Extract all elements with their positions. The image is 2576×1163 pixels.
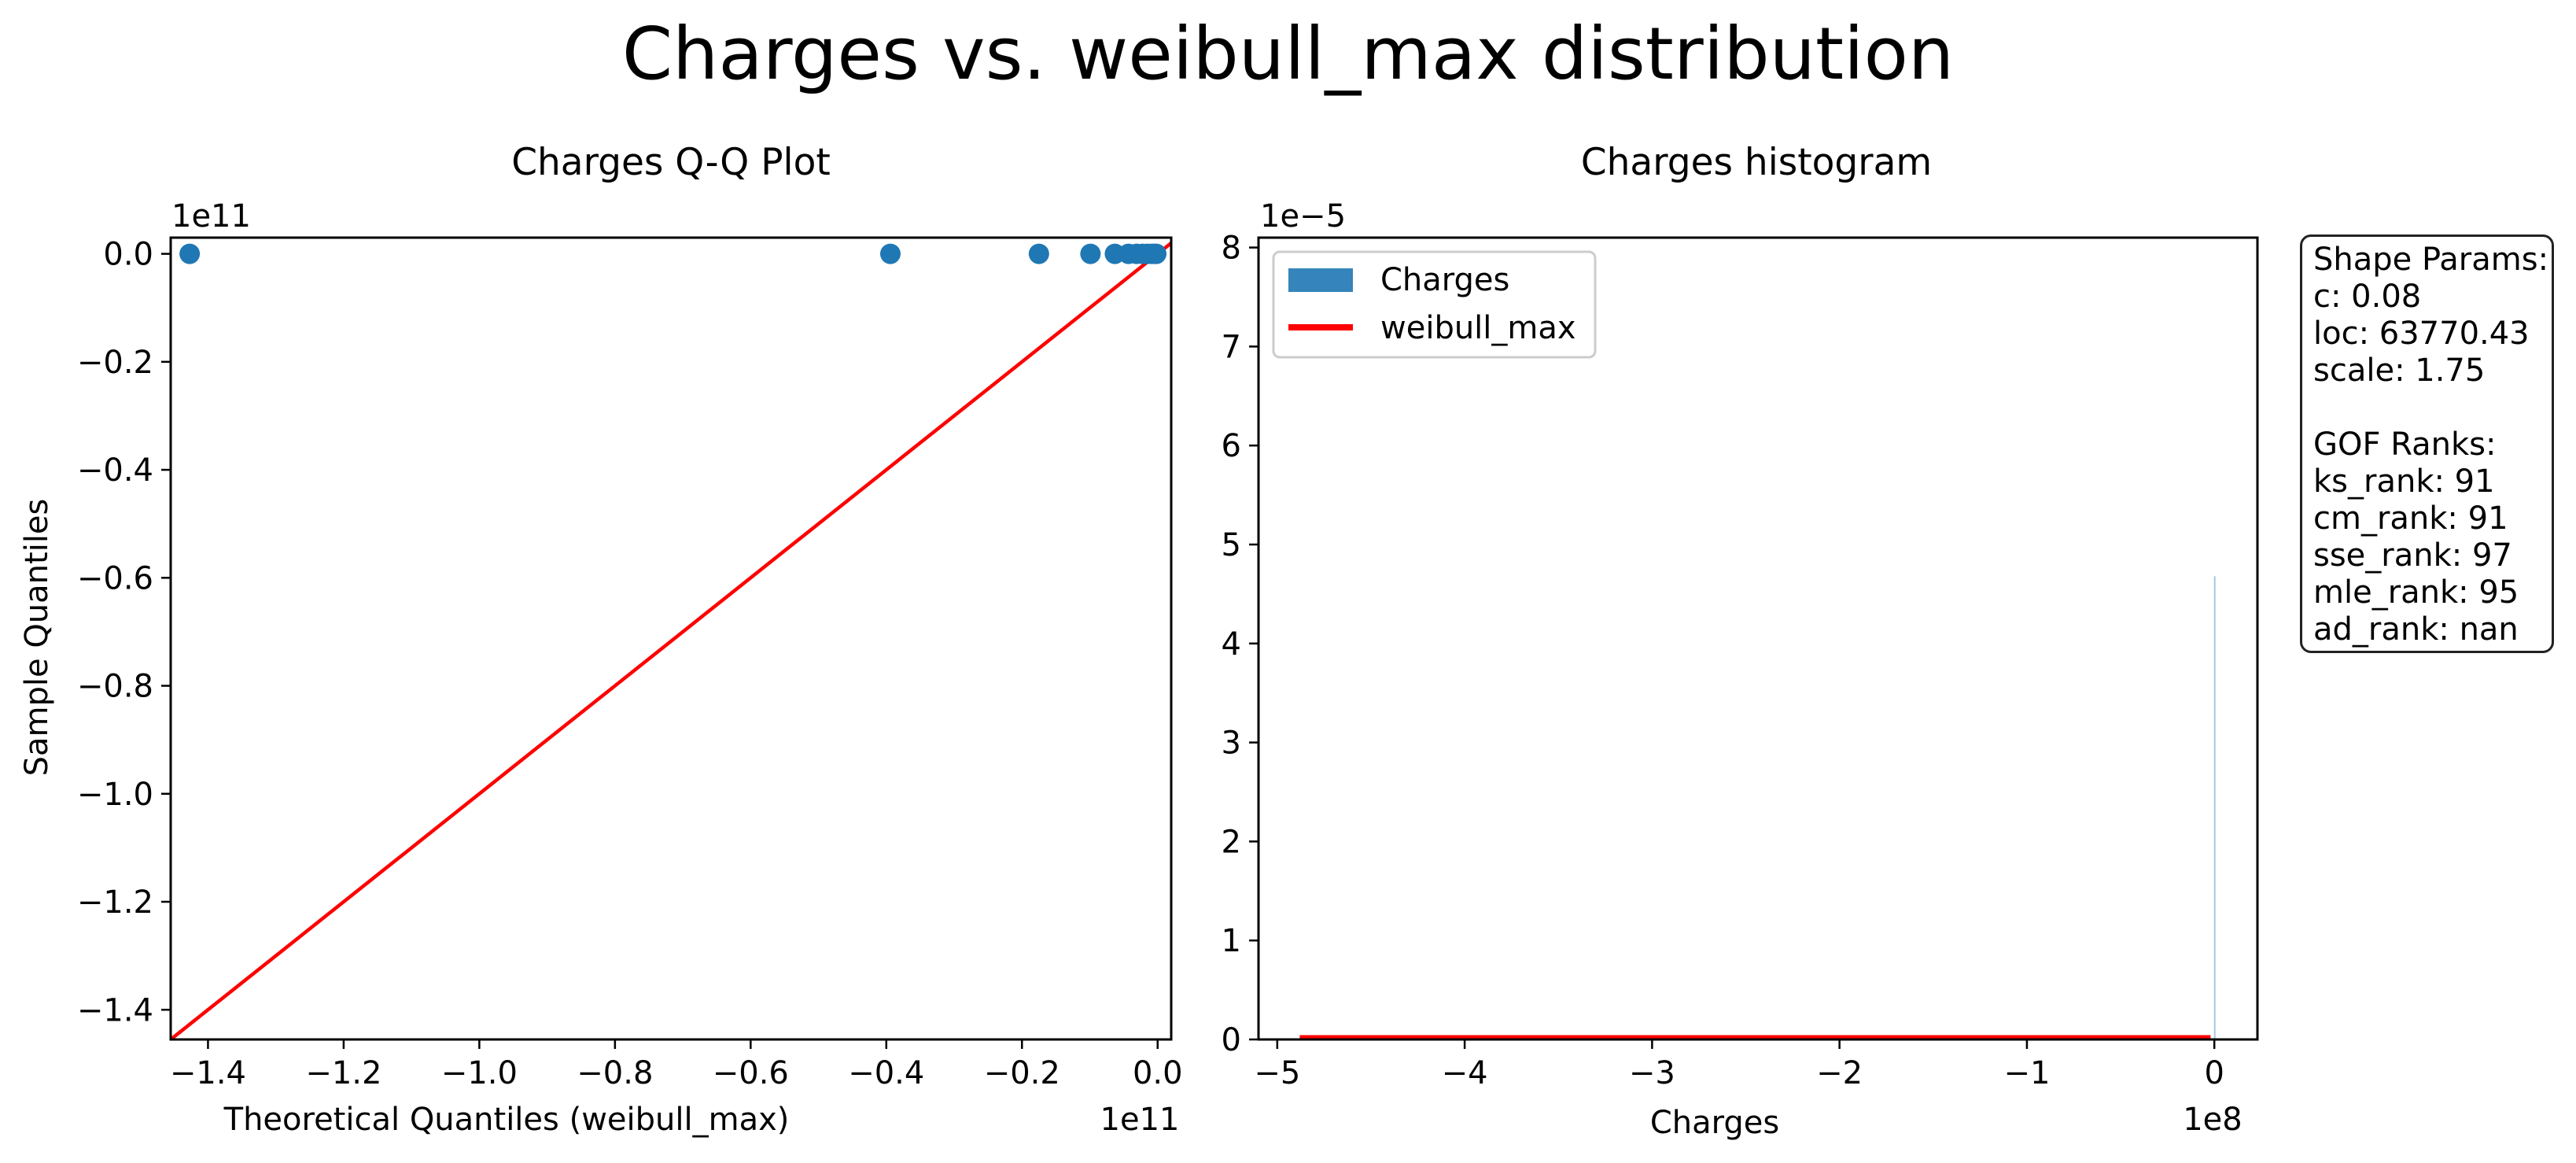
- qq-x-tick-label: −0.6: [713, 1055, 789, 1091]
- param-loc: loc: 63770.43: [2313, 316, 2530, 352]
- qq-point: [879, 243, 901, 264]
- histogram-x-tick-label: −1: [2003, 1055, 2050, 1091]
- legend-label-weibull-max: weibull_max: [1380, 310, 1576, 346]
- rank-sse: sse_rank: 97: [2313, 537, 2512, 574]
- qq-y-tick-label: −1.2: [77, 884, 153, 921]
- histogram-y-tick-label: 0: [1222, 1022, 1241, 1058]
- legend-label-charges: Charges: [1380, 262, 1509, 298]
- qq-y-tick-label: −0.8: [77, 669, 153, 705]
- qq-x-tick-label: −1.2: [305, 1055, 381, 1091]
- histogram-x-tick-label: 0: [2204, 1055, 2224, 1091]
- histogram-y-tick-label: 4: [1222, 626, 1241, 663]
- qq-y-tick-label: −1.0: [77, 777, 153, 813]
- qq-y-tick-label: 0.0: [103, 237, 153, 273]
- histogram-y-tick-label: 6: [1222, 428, 1241, 464]
- qq-x-axis-label: Theoretical Quantiles (weibull_max): [223, 1102, 790, 1138]
- rank-cm: cm_rank: 91: [2313, 500, 2508, 537]
- histogram-x-offset-label: 1e8: [2183, 1102, 2242, 1138]
- qq-x-tick-label: −1.0: [441, 1055, 518, 1091]
- qq-y-tick-label: −0.2: [77, 345, 153, 381]
- qq-y-tick-label: −1.4: [77, 992, 153, 1028]
- histogram-title: Charges histogram: [1581, 141, 1932, 184]
- legend-swatch-charges: [1288, 268, 1353, 292]
- histogram-x-tick-label: −5: [1254, 1055, 1300, 1091]
- qq-y-tick-label: −0.4: [77, 452, 153, 489]
- figure-title: Charges vs. weibull_max distribution: [621, 12, 1955, 96]
- qq-point: [179, 243, 201, 264]
- qq-axes-frame: [169, 236, 1173, 1041]
- rank-ks: ks_rank: 91: [2313, 463, 2495, 500]
- rank-ad: ad_rank: nan: [2313, 611, 2519, 648]
- param-c: c: 0.08: [2313, 279, 2422, 315]
- histogram-y-tick-label: 7: [1222, 329, 1241, 365]
- histogram-y-tick-label: 2: [1222, 824, 1241, 860]
- qq-x-tick-label: −1.4: [170, 1055, 246, 1091]
- histogram-x-axis-label: Charges: [1650, 1105, 1779, 1141]
- qq-x-offset-label: 1e11: [1100, 1102, 1180, 1138]
- shape-params-header: Shape Params:: [2313, 242, 2549, 278]
- qq-point: [1028, 243, 1049, 264]
- histogram-plot: Charges histogram 1e8 1e−5 Charges −5 −4 −…: [1222, 141, 2259, 1141]
- qq-plot: Charges Q-Q Plot 1e11 1e11 Theoretical Q…: [19, 141, 1183, 1138]
- qq-y-axis-label: Sample Quantiles: [19, 499, 55, 777]
- fit-stats-box: Shape Params: c: 0.08 loc: 63770.43 scal…: [2300, 234, 2554, 653]
- legend-frame: [1272, 250, 1597, 359]
- qq-x-tick-label: 0.0: [1133, 1055, 1183, 1091]
- qq-plot-title: Charges Q-Q Plot: [511, 141, 831, 184]
- histogram-y-tick-label: 1: [1222, 923, 1241, 959]
- histogram-y-tick-label: 5: [1222, 527, 1241, 563]
- histogram-x-tick-label: −2: [1816, 1055, 1863, 1091]
- qq-x-tick-label: −0.8: [577, 1055, 653, 1091]
- qq-x-tick-label: −0.2: [984, 1055, 1060, 1091]
- histogram-axes-frame: [1257, 236, 2259, 1041]
- qq-x-tick-label: −0.4: [848, 1055, 924, 1091]
- qq-reference-line: [171, 242, 1171, 1039]
- stats-spacer: [2313, 390, 2552, 426]
- qq-y-tick-label: −0.6: [77, 560, 153, 596]
- histogram-x-tick-label: −4: [1442, 1055, 1488, 1091]
- rank-mle: mle_rank: 95: [2313, 574, 2519, 611]
- histogram-bar: [2213, 576, 2216, 1039]
- histogram-y-offset-label: 1e−5: [1260, 198, 1346, 234]
- gof-ranks-header: GOF Ranks:: [2313, 426, 2497, 463]
- qq-point: [1080, 243, 1101, 264]
- histogram-y-tick-label: 3: [1222, 725, 1241, 762]
- qq-y-offset-label: 1e11: [171, 198, 251, 234]
- histogram-x-tick-label: −3: [1629, 1055, 1675, 1091]
- histogram-legend: Charges weibull_max: [1272, 250, 1597, 359]
- param-scale: scale: 1.75: [2313, 353, 2486, 389]
- histogram-y-tick-label: 8: [1222, 231, 1241, 267]
- qq-point: [1146, 243, 1167, 264]
